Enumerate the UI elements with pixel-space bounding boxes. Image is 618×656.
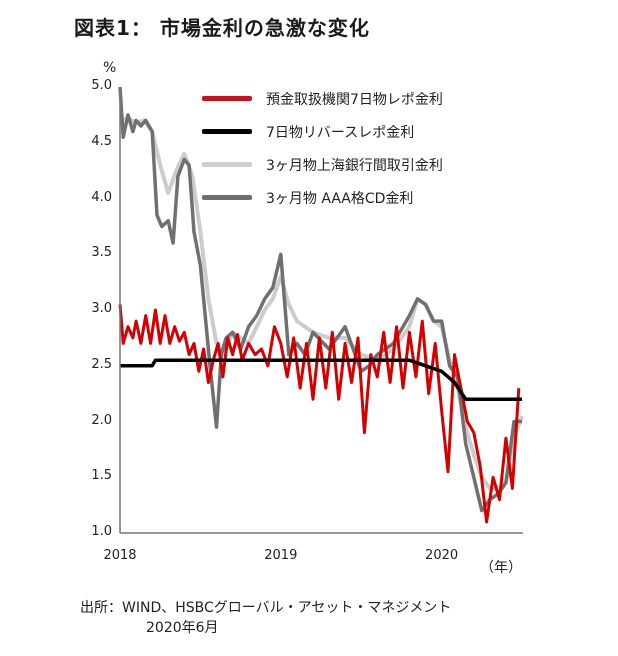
legend-item-reverse-repo: 7日物リバースレポ金利 bbox=[202, 115, 443, 148]
y-tick-label: 5.0 bbox=[91, 78, 112, 93]
series-line-1 bbox=[120, 358, 522, 401]
y-tick-label: 3.0 bbox=[91, 301, 112, 316]
y-tick-label: 1.0 bbox=[91, 524, 112, 539]
y-tick-label: 2.5 bbox=[91, 356, 112, 372]
legend-item-shibor-3m: 3ヶ月物上海銀行間取引金利 bbox=[202, 148, 443, 181]
legend-item-repo-7d: 預金取扱機関7日物レポ金利 bbox=[202, 82, 443, 115]
source-line-1: 出所：WIND、HSBCグローバル・アセット・マネジメント bbox=[80, 600, 452, 616]
legend-swatch-red-icon bbox=[202, 96, 252, 101]
y-tick-label: 3.5 bbox=[91, 245, 112, 261]
y-tick-label: 4.0 bbox=[91, 189, 112, 205]
x-tick-label: 2020 bbox=[425, 548, 459, 563]
series-line-0 bbox=[118, 304, 521, 524]
legend-swatch-darkgray-icon bbox=[202, 195, 252, 200]
chart-title: 図表1： 市場金利の急激な変化 bbox=[74, 16, 370, 40]
legend: 預金取扱機関7日物レポ金利 7日物リバースレポ金利 3ヶ月物上海銀行間取引金利 … bbox=[202, 82, 443, 214]
legend-label: 3ヶ月物 AAA格CD金利 bbox=[266, 190, 414, 207]
source-note: 出所：WIND、HSBCグローバル・アセット・マネジメント 2020年6月 bbox=[80, 598, 451, 638]
legend-item-aaa-cd: 3ヶ月物 AAA格CD金利 bbox=[202, 181, 443, 214]
y-tick-label: 4.5 bbox=[91, 133, 112, 149]
source-line-2: 2020年6月 bbox=[146, 620, 219, 636]
x-tick-label: 2019 bbox=[264, 548, 298, 563]
y-tick-label: 1.5 bbox=[91, 468, 112, 484]
y-axis-unit: % bbox=[103, 60, 117, 76]
x-axis-unit: （年） bbox=[480, 560, 522, 576]
series-lines bbox=[118, 86, 524, 524]
legend-label: 3ヶ月物上海銀行間取引金利 bbox=[266, 157, 443, 174]
x-tick-label: 2018 bbox=[103, 548, 137, 563]
legend-swatch-lightgray-icon bbox=[202, 162, 252, 167]
legend-label: 7日物リバースレポ金利 bbox=[266, 124, 415, 141]
legend-swatch-black-icon bbox=[202, 129, 252, 134]
series-line-3 bbox=[118, 86, 522, 513]
y-tick-label: 2.0 bbox=[91, 412, 112, 428]
legend-label: 預金取扱機関7日物レポ金利 bbox=[266, 91, 443, 108]
